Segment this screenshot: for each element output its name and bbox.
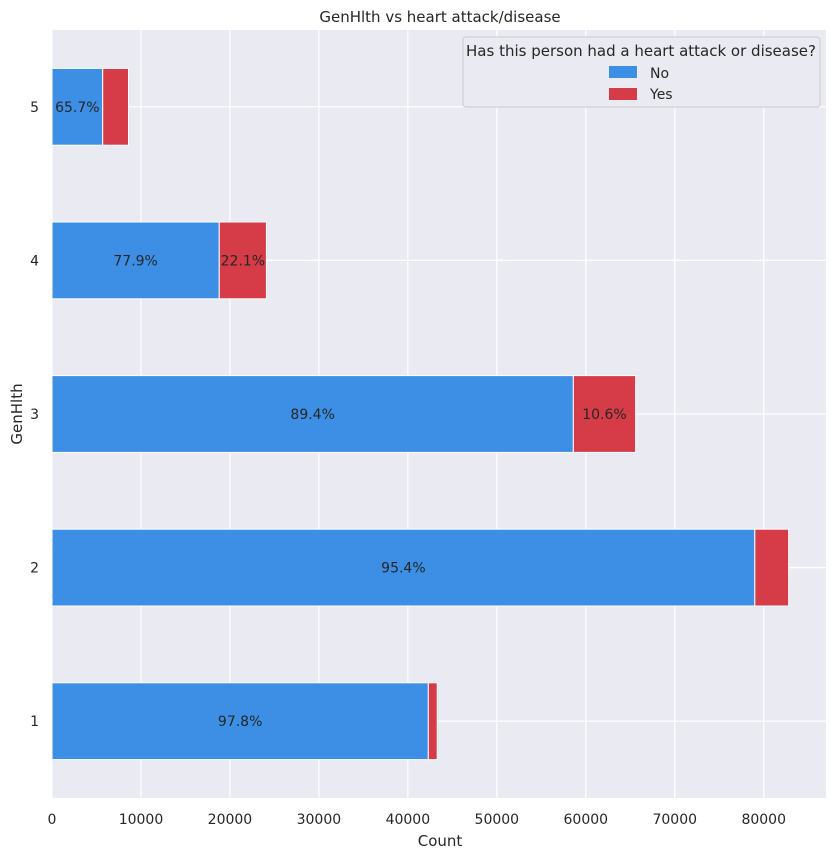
data-label: 22.1% bbox=[221, 253, 265, 269]
bar-yes-5 bbox=[102, 67, 130, 146]
y-tick-labels: 1 2 3 4 5 bbox=[30, 100, 39, 730]
y-tick-label: 5 bbox=[30, 100, 39, 116]
x-tick-labels: 0 10000 20000 30000 40000 50000 60000 70000 8000… bbox=[48, 812, 786, 828]
x-tick-label: 10000 bbox=[119, 812, 164, 828]
legend: Has this person had a heart attack or di… bbox=[462, 36, 821, 108]
y-tick-label: 3 bbox=[30, 407, 39, 423]
x-axis-title: Count bbox=[418, 832, 463, 850]
bar-no-3 bbox=[51, 375, 574, 453]
legend-label-no: No bbox=[650, 66, 669, 82]
y-tick-label: 1 bbox=[30, 714, 39, 730]
legend-swatch-no bbox=[609, 66, 637, 78]
x-tick-label: 60000 bbox=[564, 812, 609, 828]
x-tick-label: 0 bbox=[48, 812, 57, 828]
data-label: 89.4% bbox=[290, 407, 334, 423]
legend-box bbox=[462, 36, 821, 108]
data-labels: 97.8% 95.4% 89.4% 10.6% 77.9% 22.1% 65.7% bbox=[55, 100, 627, 730]
bar-yes-1 bbox=[427, 682, 438, 761]
bar-yes-4 bbox=[218, 221, 267, 300]
legend-label-yes: Yes bbox=[649, 87, 673, 103]
bar-no-4 bbox=[51, 221, 220, 300]
y-axis-title: GenHlth bbox=[8, 383, 26, 444]
data-label: 77.9% bbox=[113, 253, 157, 269]
x-tick-label: 80000 bbox=[741, 812, 786, 828]
x-tick-label: 20000 bbox=[208, 812, 253, 828]
data-label: 65.7% bbox=[55, 100, 99, 116]
data-label: 97.8% bbox=[218, 714, 262, 730]
bar-no-5 bbox=[51, 67, 104, 146]
data-label: 95.4% bbox=[381, 561, 425, 577]
data-label: 10.6% bbox=[582, 407, 626, 423]
x-tick-label: 70000 bbox=[652, 812, 697, 828]
x-tick-label: 50000 bbox=[475, 812, 520, 828]
legend-swatch-yes bbox=[609, 88, 637, 100]
bars bbox=[51, 67, 790, 761]
bar-no-2 bbox=[51, 528, 756, 607]
bar-yes-2 bbox=[754, 528, 790, 607]
y-tick-label: 2 bbox=[30, 561, 39, 577]
chart-title: GenHlth vs heart attack/disease bbox=[319, 8, 560, 26]
x-tick-label: 30000 bbox=[297, 812, 342, 828]
x-tick-label: 40000 bbox=[386, 812, 431, 828]
legend-title: Has this person had a heart attack or di… bbox=[466, 42, 816, 60]
y-tick-label: 4 bbox=[30, 253, 39, 269]
bar-no-1 bbox=[51, 682, 429, 761]
bar-yes-3 bbox=[572, 375, 637, 453]
